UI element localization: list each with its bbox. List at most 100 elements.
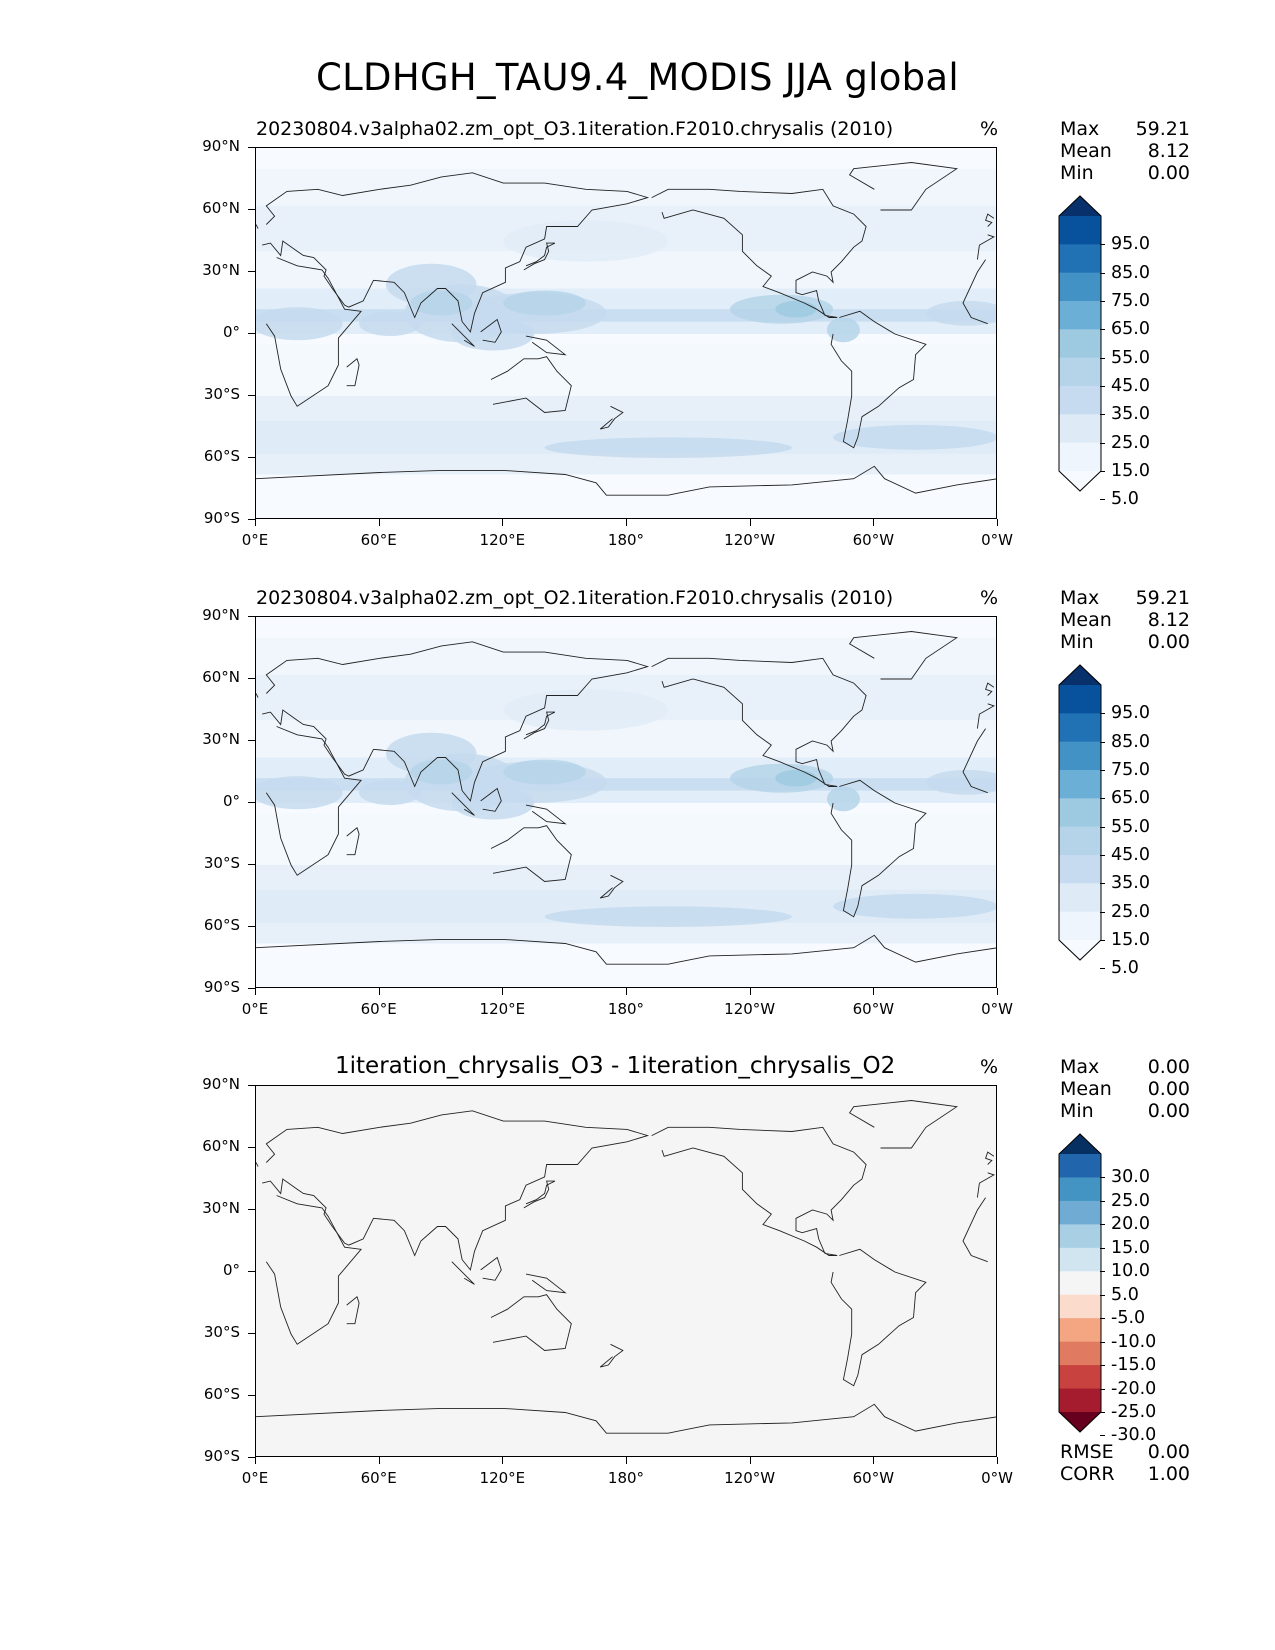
panel-1: 20230804.v3alpha02.zm_opt_O3.1iteration.… bbox=[0, 118, 1275, 590]
cloud-field-band bbox=[256, 168, 996, 206]
min-label: Min bbox=[1060, 631, 1094, 653]
y-tick-label: 30°S bbox=[203, 385, 240, 403]
corr-label: CORR bbox=[1060, 1463, 1115, 1485]
map-plot bbox=[255, 147, 997, 519]
coastline bbox=[480, 787, 502, 812]
y-tick bbox=[248, 209, 255, 210]
colorbar-tick bbox=[1100, 1318, 1105, 1320]
x-tick-label: 120°E bbox=[479, 531, 526, 549]
x-tick bbox=[626, 1457, 627, 1464]
coastline bbox=[599, 1343, 624, 1368]
colorbar-segment bbox=[1059, 1388, 1101, 1413]
colorbar-tick bbox=[1100, 442, 1105, 444]
coastline bbox=[480, 1256, 502, 1281]
y-tick-label: 90°S bbox=[203, 1447, 240, 1465]
cloud-field-band bbox=[256, 637, 996, 675]
colorbar-tick-label: 65.0 bbox=[1111, 788, 1150, 809]
y-tick-label: 60°S bbox=[203, 447, 240, 465]
colorbar-tick-label: 45.0 bbox=[1111, 845, 1150, 865]
cloud-field-blob bbox=[503, 759, 586, 785]
coastline bbox=[346, 358, 360, 387]
rmse-label: RMSE bbox=[1060, 1441, 1114, 1463]
y-tick bbox=[248, 740, 255, 741]
colorbar-tick-label: 35.0 bbox=[1111, 873, 1150, 894]
cloud-field-blob bbox=[775, 300, 817, 318]
colorbar-tick-label: 20.0 bbox=[1111, 1214, 1150, 1235]
colorbar-tick-label: 15.0 bbox=[1111, 1237, 1150, 1258]
y-tick-label: 30°S bbox=[203, 1323, 240, 1341]
x-tick-label: 120°E bbox=[479, 1000, 526, 1018]
colorbar-tick-label: -30.0 bbox=[1111, 1425, 1157, 1446]
colorbar-tick-label: 25.0 bbox=[1111, 432, 1150, 453]
corr-value: 1.00 bbox=[1147, 1463, 1190, 1485]
coastline bbox=[451, 323, 475, 347]
colorbar-segment bbox=[1059, 798, 1101, 828]
min-value: 0.00 bbox=[1147, 162, 1190, 184]
x-tick-label: 120°W bbox=[724, 1000, 776, 1018]
colorbar-tick bbox=[1100, 1200, 1105, 1202]
coastline bbox=[848, 162, 959, 211]
x-tick-label: 0°W bbox=[981, 1469, 1013, 1487]
colorbar-tick bbox=[1100, 855, 1105, 856]
colorbar-segment bbox=[1059, 272, 1101, 302]
colorbar-tick-label: 95.0 bbox=[1111, 234, 1150, 255]
colorbar-tick bbox=[1100, 883, 1105, 885]
x-tick bbox=[997, 519, 998, 526]
colorbar-segment bbox=[1059, 1318, 1101, 1343]
coastline bbox=[525, 335, 567, 356]
colorbar-tick bbox=[1100, 499, 1105, 501]
y-tick-label: 60°S bbox=[203, 916, 240, 934]
coastline bbox=[976, 234, 995, 260]
min-label: Min bbox=[1060, 162, 1094, 184]
mean-value: 8.12 bbox=[1147, 609, 1190, 631]
cloud-field-blob bbox=[833, 893, 996, 919]
x-tick-label: 60°E bbox=[360, 1469, 397, 1487]
colorbar-tick bbox=[1100, 1388, 1105, 1390]
coastline bbox=[830, 779, 927, 918]
colorbar-tick bbox=[1100, 471, 1105, 472]
y-tick bbox=[248, 519, 255, 520]
coastline bbox=[265, 1195, 362, 1345]
x-tick bbox=[873, 519, 875, 526]
coastline bbox=[962, 728, 988, 794]
colorbar-segment bbox=[1059, 713, 1101, 743]
colorbar-tick-label: 30.0 bbox=[1111, 1167, 1150, 1188]
x-tick bbox=[255, 988, 256, 995]
panel-title: 20230804.v3alpha02.zm_opt_O2.1iteration.… bbox=[256, 587, 894, 609]
colorbar-tick bbox=[1100, 826, 1105, 828]
y-tick-label: 60°N bbox=[202, 668, 240, 686]
y-tick bbox=[248, 616, 255, 617]
units-label: % bbox=[980, 587, 999, 609]
coastline bbox=[651, 657, 867, 787]
x-tick-label: 0°W bbox=[981, 531, 1013, 549]
x-tick bbox=[749, 1457, 751, 1464]
cloud-field-blob bbox=[451, 786, 535, 820]
y-tick-label: 30°S bbox=[203, 854, 240, 872]
colorbar-tick bbox=[1100, 1224, 1105, 1226]
y-tick bbox=[248, 1271, 255, 1272]
y-tick bbox=[248, 802, 255, 803]
y-tick bbox=[248, 1085, 255, 1086]
map-plot bbox=[255, 1085, 997, 1457]
y-tick bbox=[248, 926, 255, 927]
colorbar-tick bbox=[1100, 244, 1105, 246]
cloud-field-band bbox=[256, 813, 996, 865]
cloud-field-blob bbox=[833, 424, 996, 450]
coastline bbox=[256, 224, 259, 229]
units-label: % bbox=[980, 1056, 999, 1078]
coastline bbox=[523, 1180, 556, 1209]
cloud-field-blob bbox=[503, 689, 669, 731]
x-tick bbox=[997, 1457, 998, 1464]
y-tick bbox=[248, 864, 255, 865]
colorbar-tick bbox=[1100, 357, 1105, 359]
coastline bbox=[651, 1126, 867, 1256]
colorbar-tick bbox=[1100, 272, 1105, 274]
cloud-field-blob bbox=[410, 759, 473, 785]
y-tick bbox=[248, 395, 255, 396]
colorbar-tick bbox=[1100, 1412, 1105, 1413]
x-tick-label: 120°W bbox=[724, 1469, 776, 1487]
colorbar-tick-label: 25.0 bbox=[1111, 901, 1150, 922]
y-tick-label: 0° bbox=[222, 323, 240, 341]
colorbar bbox=[1058, 1133, 1102, 1433]
coastline bbox=[490, 825, 572, 882]
